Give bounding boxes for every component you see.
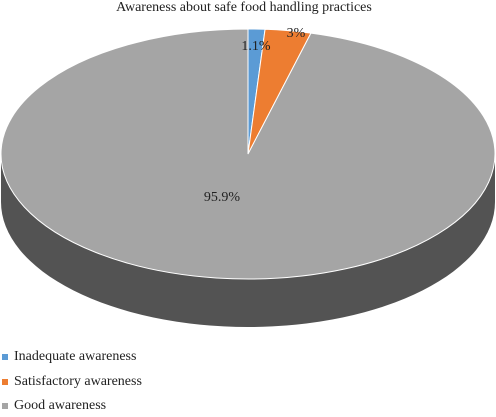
data-label-0: 1.1% [241, 39, 271, 54]
legend-swatch-good [2, 403, 8, 409]
slice-side-2 [1, 154, 495, 327]
legend-label-satisfactory: Satisfactory awareness [14, 374, 142, 389]
pie-slices [0, 28, 496, 327]
data-label-1: 3% [287, 26, 306, 41]
legend-label-inadequate: Inadequate awareness [14, 349, 137, 364]
data-label-2: 95.9% [204, 190, 241, 205]
legend-item-inadequate: Inadequate awareness [2, 348, 136, 366]
legend-swatch-inadequate [2, 354, 8, 360]
legend-item-satisfactory: Satisfactory awareness [2, 373, 142, 391]
legend-label-good: Good awareness [14, 398, 107, 413]
slice-good-awareness [0, 28, 496, 280]
legend-item-good: Good awareness [2, 397, 106, 415]
pie-data-labels: 1.1% 3% 95.9% [204, 26, 306, 205]
chart-title: Awareness about safe food handling pract… [116, 0, 372, 15]
legend-swatch-satisfactory [2, 379, 8, 385]
